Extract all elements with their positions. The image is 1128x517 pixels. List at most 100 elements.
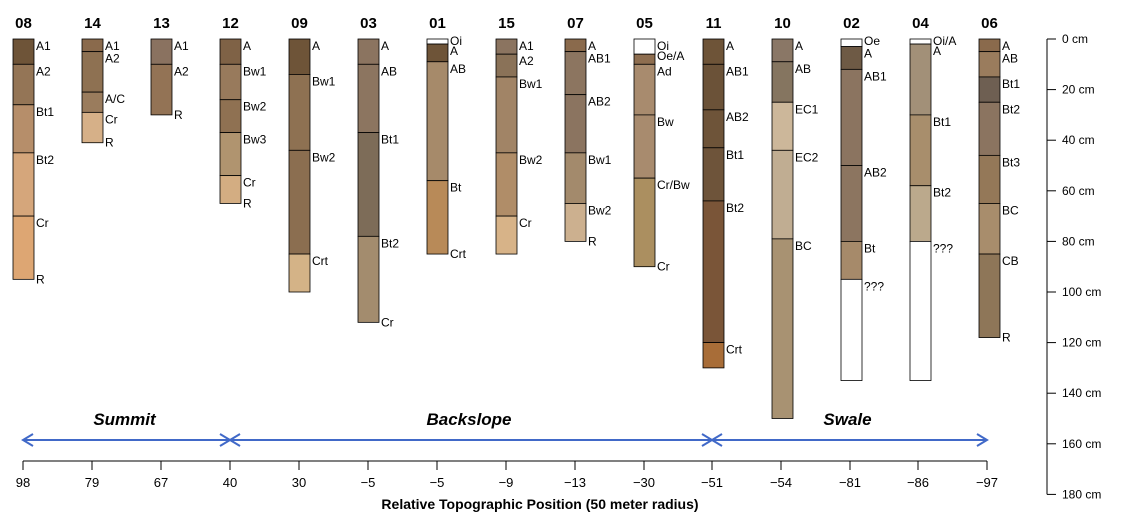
- soil-profile-12: 12 A Bw1 Bw2 Bw3 Cr R: [219, 15, 267, 210]
- horizon-band: [12, 38, 35, 65]
- horizon-band: [909, 240, 932, 381]
- x-tick-label: −30: [633, 475, 655, 490]
- horizon-label: Crt: [312, 254, 329, 268]
- profile-id: 02: [843, 15, 860, 32]
- horizon-band: [219, 99, 242, 134]
- soil-profile-04: 04 Oi/AA Bt1 Bt2???: [909, 15, 956, 381]
- horizon-band: [564, 38, 587, 53]
- horizon-band: [771, 238, 794, 419]
- x-tick-label: 79: [85, 475, 99, 490]
- horizon-band: [840, 68, 863, 166]
- x-tick-label: −86: [907, 475, 929, 490]
- x-tick-label: 30: [292, 475, 306, 490]
- bottom-horizon-label: R: [174, 108, 183, 122]
- horizon-band: [12, 152, 35, 217]
- horizon-label: Cr/Bw: [657, 178, 690, 192]
- profile-id: 05: [636, 15, 653, 32]
- horizon-band: [771, 149, 794, 240]
- horizon-band: [495, 152, 518, 217]
- horizon-label: AB1: [864, 69, 887, 83]
- horizon-band: [564, 152, 587, 204]
- x-tick-label: −5: [430, 475, 445, 490]
- horizon-band: [495, 53, 518, 78]
- horizon-band: [81, 51, 104, 93]
- horizon-band: [978, 51, 1001, 78]
- horizon-label: CB: [1002, 254, 1019, 268]
- x-tick-label: −54: [770, 475, 792, 490]
- horizon-band: [219, 132, 242, 177]
- horizon-band: [909, 38, 932, 45]
- horizon-label: EC2: [795, 150, 819, 164]
- zone-swale: Swale: [710, 410, 989, 447]
- soil-profile-09: 09 A Bw1 Bw2 Crt: [288, 15, 336, 293]
- horizon-label: A2: [519, 54, 534, 68]
- horizon-band: [564, 203, 587, 242]
- horizon-band: [840, 278, 863, 381]
- bottom-horizon-label: R: [36, 272, 45, 286]
- horizon-label: Bt3: [1002, 155, 1020, 169]
- horizon-band: [81, 91, 104, 113]
- bottom-horizon-label: R: [588, 234, 597, 248]
- horizon-label: A: [243, 39, 251, 53]
- horizon-band: [702, 63, 725, 111]
- horizon-band: [840, 165, 863, 242]
- horizon-label: A: [726, 39, 734, 53]
- profile-id: 13: [153, 15, 170, 32]
- horizon-label: Bw1: [312, 74, 336, 88]
- horizon-band: [150, 63, 173, 116]
- horizon-label: A2: [174, 64, 189, 78]
- horizon-band: [702, 200, 725, 343]
- soil-profile-06: 06 AAB Bt1 Bt2 Bt3 BC CB R: [978, 15, 1020, 345]
- horizon-label: ???: [933, 241, 953, 255]
- profile-id: 11: [706, 15, 722, 32]
- horizon-label: Bw2: [243, 100, 267, 114]
- depth-tick-label: 0 cm: [1062, 32, 1088, 46]
- horizon-label: AB: [795, 62, 811, 76]
- horizon-label: AB2: [588, 95, 611, 109]
- horizon-label: BC: [795, 239, 812, 253]
- profile-id: 04: [912, 15, 929, 32]
- profile-id: 07: [567, 15, 584, 32]
- horizon-label: AB2: [864, 166, 887, 180]
- horizon-band: [219, 38, 242, 65]
- bottom-horizon-label: R: [1002, 331, 1011, 345]
- x-tick-label: −5: [361, 475, 376, 490]
- horizon-band: [357, 63, 380, 134]
- horizon-label: Bw3: [243, 133, 267, 147]
- horizon-band: [633, 114, 656, 179]
- x-tick-label: −13: [564, 475, 586, 490]
- depth-tick-label: 140 cm: [1062, 386, 1101, 400]
- horizon-label: AB: [381, 64, 397, 78]
- horizon-band: [426, 61, 449, 182]
- horizon-label: A1: [105, 39, 120, 53]
- bottom-horizon-label: R: [243, 196, 252, 210]
- x-tick-label: −97: [976, 475, 998, 490]
- bottom-horizon-label: Crt: [450, 247, 467, 261]
- horizon-label: A: [795, 39, 803, 53]
- horizon-label: A1: [519, 39, 534, 53]
- horizon-band: [633, 38, 656, 55]
- horizon-band: [702, 342, 725, 369]
- horizon-band: [978, 76, 1001, 103]
- depth-tick-label: 40 cm: [1062, 133, 1095, 147]
- profile-id: 12: [222, 15, 239, 32]
- horizon-label: A: [588, 39, 596, 53]
- horizon-band: [978, 203, 1001, 255]
- horizon-band: [219, 63, 242, 101]
- horizon-band: [150, 38, 173, 65]
- horizon-band: [12, 63, 35, 106]
- bottom-horizon-label: R: [105, 136, 114, 150]
- horizon-band: [357, 132, 380, 237]
- horizon-label: A1: [174, 39, 189, 53]
- horizon-label: Bw2: [519, 153, 543, 167]
- soil-profile-13: 13 A1 A2 R: [150, 15, 189, 122]
- horizon-band: [564, 51, 587, 96]
- horizon-label: Bw2: [312, 150, 336, 164]
- horizon-band: [288, 38, 311, 75]
- profile-id: 01: [429, 15, 446, 32]
- horizon-band: [495, 76, 518, 154]
- horizon-label: Bw: [657, 115, 674, 129]
- horizon-band: [219, 175, 242, 204]
- slope-zones: Summit Backslope Swale: [21, 410, 989, 447]
- depth-tick-label: 160 cm: [1062, 437, 1101, 451]
